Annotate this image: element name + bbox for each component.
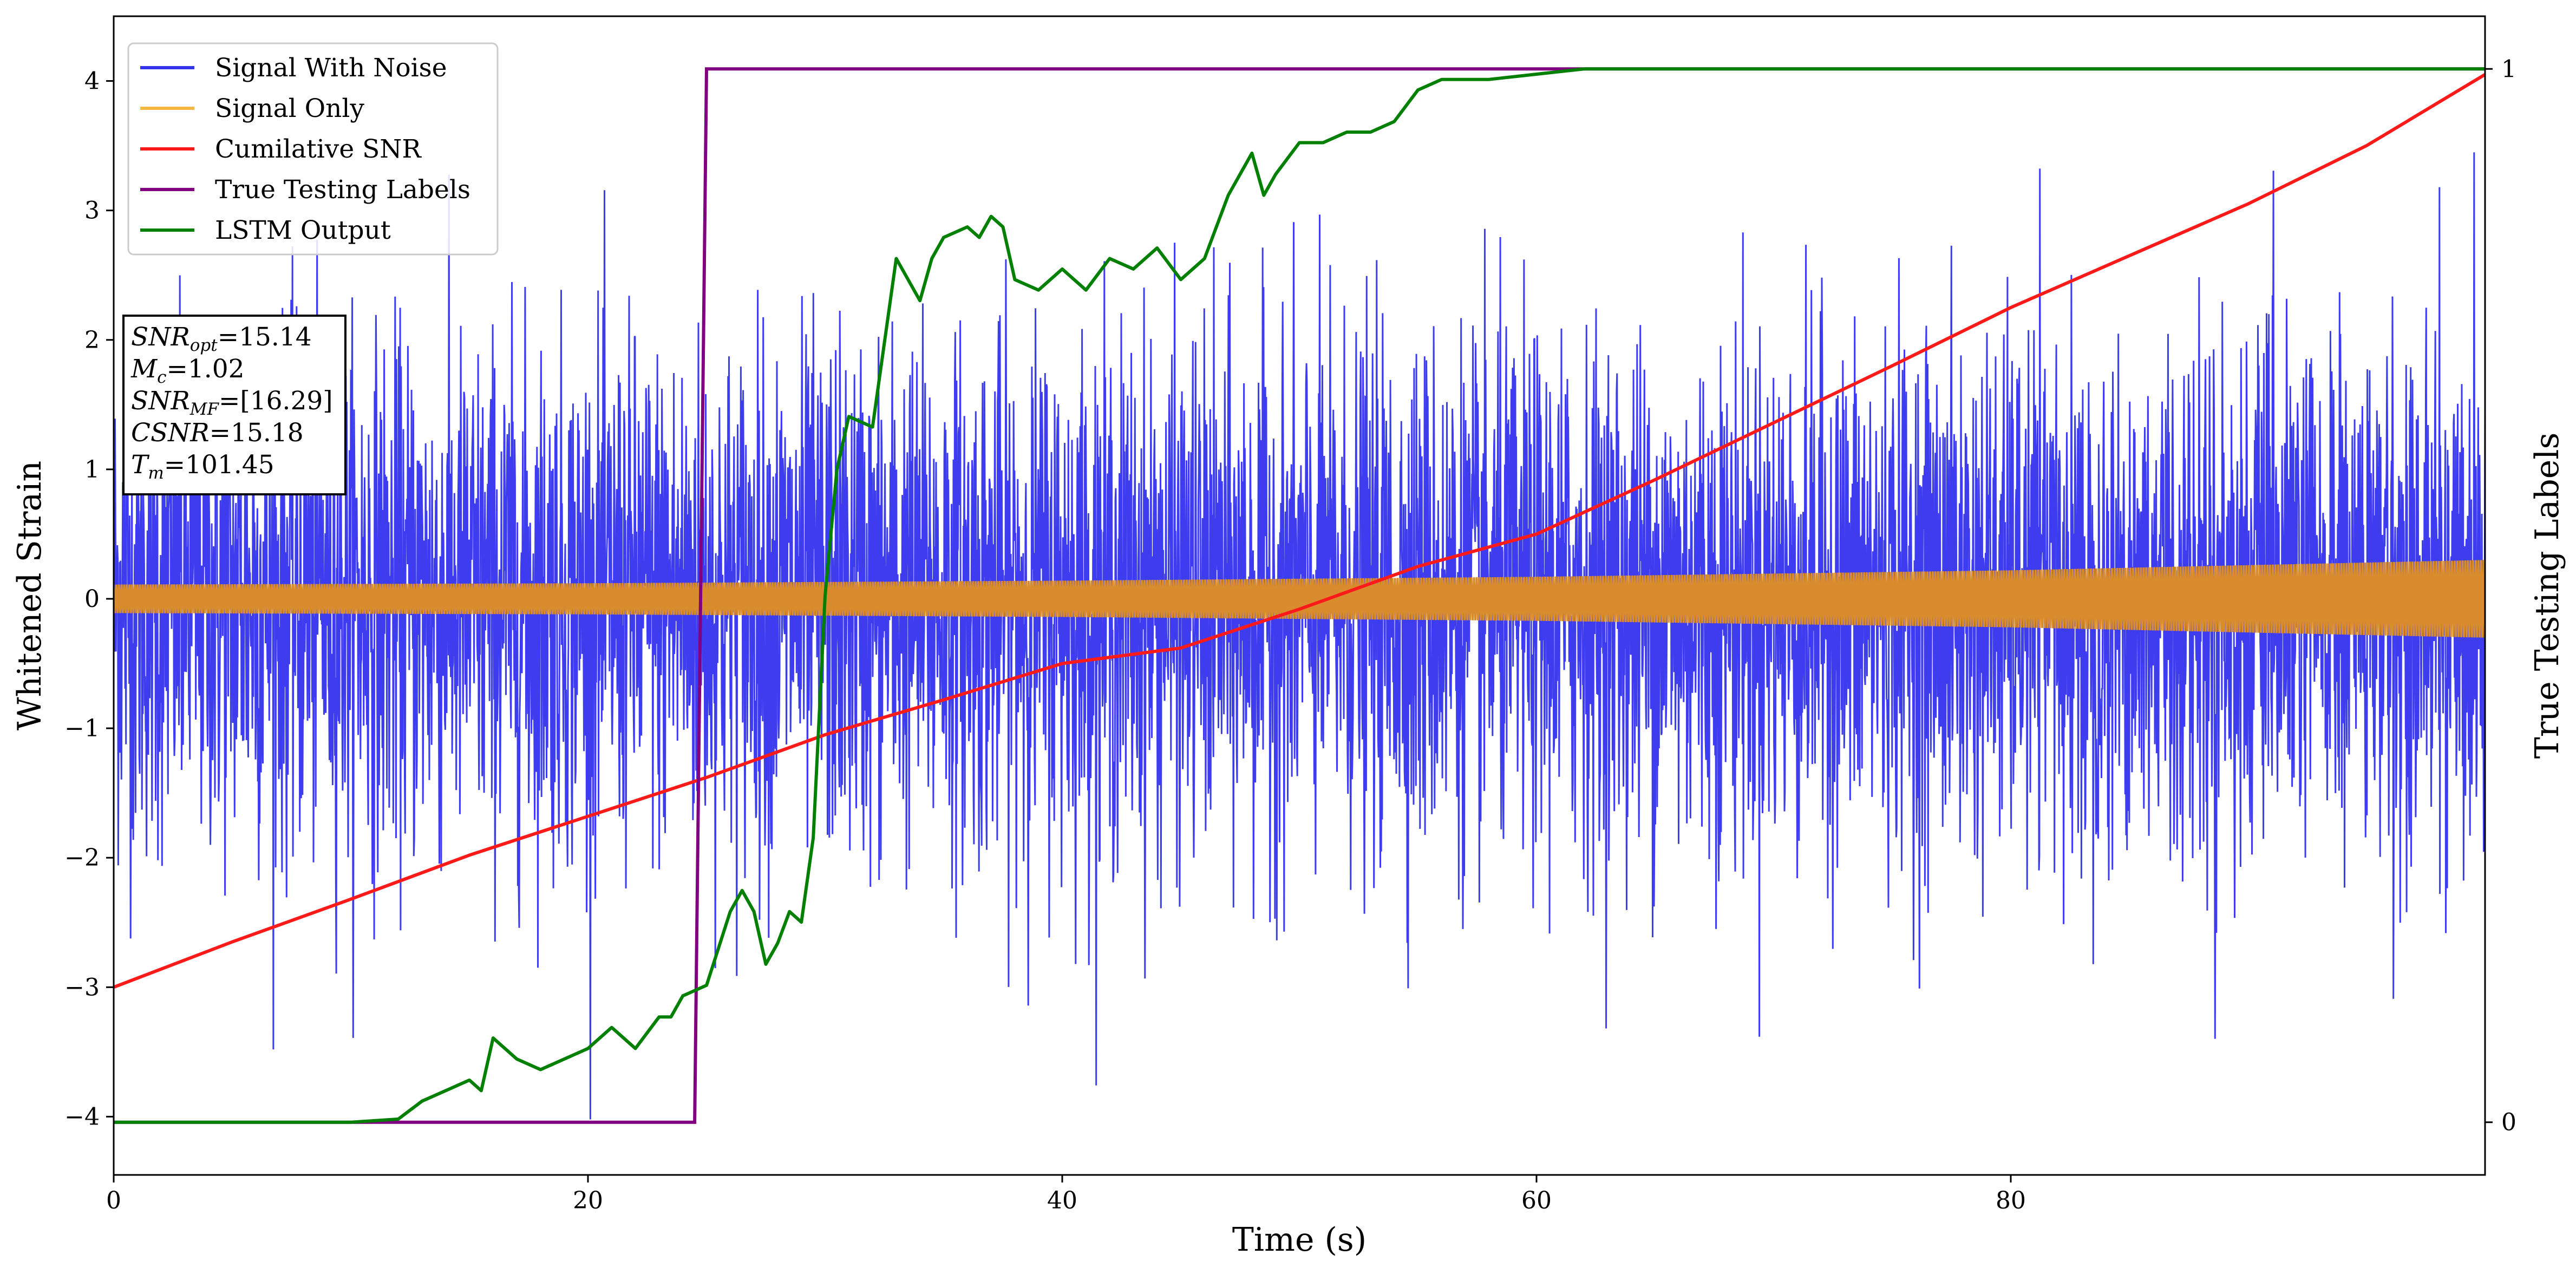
annotation-line: Tm=101.45 — [131, 450, 274, 483]
legend-label: Cumilative SNR — [215, 134, 422, 164]
annotation-line: Mc=1.02 — [130, 354, 245, 387]
x-tick-label: 20 — [573, 1187, 603, 1214]
y-tick-label: −2 — [64, 844, 100, 872]
annotation-line: CSNR=15.18 — [131, 418, 304, 448]
annotation-line: SNRMF=[16.29] — [131, 386, 333, 419]
series-lstm-output — [114, 67, 2485, 1124]
y-tick-label: 4 — [84, 68, 100, 95]
y-tick-label: −1 — [64, 715, 100, 742]
y-tick-label: −4 — [64, 1103, 100, 1131]
annotation-line: SNRopt=15.14 — [131, 322, 312, 355]
series-signal-with-noise — [114, 152, 2485, 1120]
legend-label: LSTM Output — [215, 215, 391, 245]
y-tick-label: 3 — [84, 197, 100, 225]
legend: Signal With Noise Signal Only Cumilative S… — [127, 42, 499, 256]
legend-label: Signal Only — [215, 94, 364, 123]
plot-frame — [113, 15, 2486, 1176]
y2-axis-title: True Testing Labels — [2528, 433, 2566, 759]
annotation-frame — [122, 315, 346, 495]
y-tick-label: −3 — [64, 974, 100, 1001]
x-tick-label: 80 — [1996, 1187, 2026, 1214]
y2-tick-label: 0 — [2501, 1109, 2516, 1136]
x-tick-label: 40 — [1047, 1187, 1077, 1214]
series-signal-only — [114, 560, 2485, 638]
series-cumilative-snr — [114, 73, 2485, 989]
legend-frame — [127, 42, 499, 256]
y-tick-label: 2 — [84, 326, 100, 354]
legend-label: True Testing Labels — [215, 175, 470, 205]
x-tick-label: 60 — [1521, 1187, 1552, 1214]
y-tick-label: 1 — [84, 456, 100, 484]
annotation-box: SNRopt=15.14Mc=1.02SNRMF=[16.29]CSNR=15.… — [122, 315, 346, 495]
y2-tick-label: 1 — [2501, 55, 2516, 83]
x-axis-title: Time (s) — [1232, 1221, 1367, 1259]
x-tick-label: 0 — [106, 1187, 121, 1214]
y-tick-label: 0 — [84, 585, 100, 613]
y-axis-title: Whitened Strain — [11, 461, 49, 730]
plot-area — [114, 67, 2485, 1124]
legend-label: Signal With Noise — [215, 53, 447, 83]
